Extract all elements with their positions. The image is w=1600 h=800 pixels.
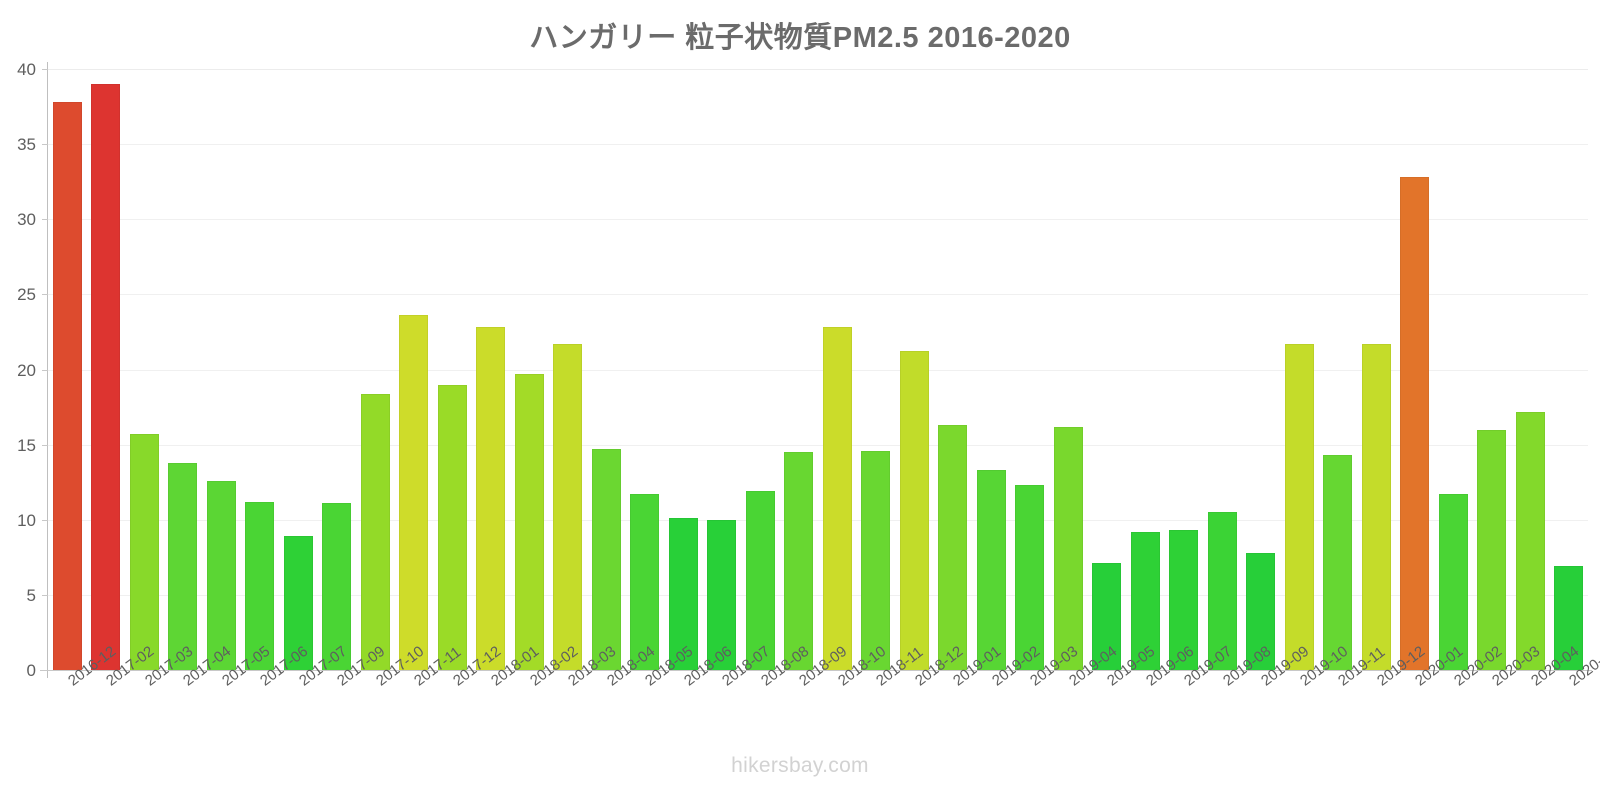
bar[interactable] [553,343,583,670]
bar[interactable] [476,327,506,670]
plot-area: 0 5 10 15 20 25 30 35 40 [17,60,1588,680]
bars-container [48,69,1588,670]
gridline [48,294,1588,296]
bar[interactable] [437,384,467,670]
bar[interactable] [1246,552,1276,670]
bar[interactable] [1515,411,1545,670]
bar[interactable] [1361,343,1391,670]
bar[interactable] [822,327,852,670]
bar[interactable] [514,374,544,670]
bar[interactable] [1284,343,1314,670]
gridline [48,369,1588,371]
bar[interactable] [707,519,737,670]
y-tick-mark [42,69,48,70]
bar[interactable] [899,351,929,670]
bar[interactable] [168,462,198,670]
bar[interactable] [976,470,1006,670]
bar[interactable] [360,393,390,670]
y-tick-label: 0 [26,661,36,680]
bar[interactable] [861,450,891,670]
y-tick-mark [42,294,48,296]
y-tick-mark [42,519,48,521]
bar[interactable] [1092,563,1122,670]
y-tick-label: 30 [17,210,36,230]
y-tick-label: 40 [17,60,36,79]
bar[interactable] [784,452,814,670]
gridline [48,519,1588,521]
x-axis-baseline [40,670,1592,671]
source-watermark: hikersbay.com [731,754,869,777]
bar[interactable] [283,536,313,670]
bar[interactable] [1477,429,1507,670]
bar[interactable] [91,84,121,670]
bar[interactable] [206,480,236,670]
y-tick-label: 15 [17,435,36,455]
y-tick-mark [42,219,48,221]
bar[interactable] [1554,566,1584,670]
bar[interactable] [1323,455,1353,670]
bar[interactable] [1053,426,1083,670]
y-tick-label: 35 [17,135,36,155]
gridline [48,144,1588,146]
y-tick-mark [42,144,48,146]
y-tick-label: 25 [17,285,36,305]
bar[interactable] [745,491,775,670]
chart-title: ハンガリー 粒子状物質PM2.5 2016-2020 [529,22,1071,54]
gridline [48,69,1588,70]
y-tick-label: 10 [17,510,36,530]
y-tick-mark [42,444,48,446]
bar[interactable] [322,503,352,670]
bar[interactable] [1207,512,1237,670]
bar[interactable] [1400,177,1430,670]
bar[interactable] [668,518,698,670]
gridline [48,594,1588,596]
bar[interactable] [1015,485,1045,670]
bar[interactable] [630,494,660,670]
bar[interactable] [1169,530,1199,670]
y-tick-mark [42,594,48,596]
y-tick-mark [42,670,48,671]
bar[interactable] [1438,494,1468,670]
bar[interactable] [1130,531,1160,670]
gridline [48,219,1588,221]
y-tick-label: 20 [17,360,36,380]
bar[interactable] [245,501,275,670]
bar[interactable] [399,315,429,670]
bar[interactable] [129,434,159,670]
bar[interactable] [938,425,968,670]
y-tick-label: 5 [26,585,36,605]
bar[interactable] [52,102,82,670]
y-tick-mark [42,369,48,371]
gridline [48,444,1588,446]
bar[interactable] [591,449,621,670]
